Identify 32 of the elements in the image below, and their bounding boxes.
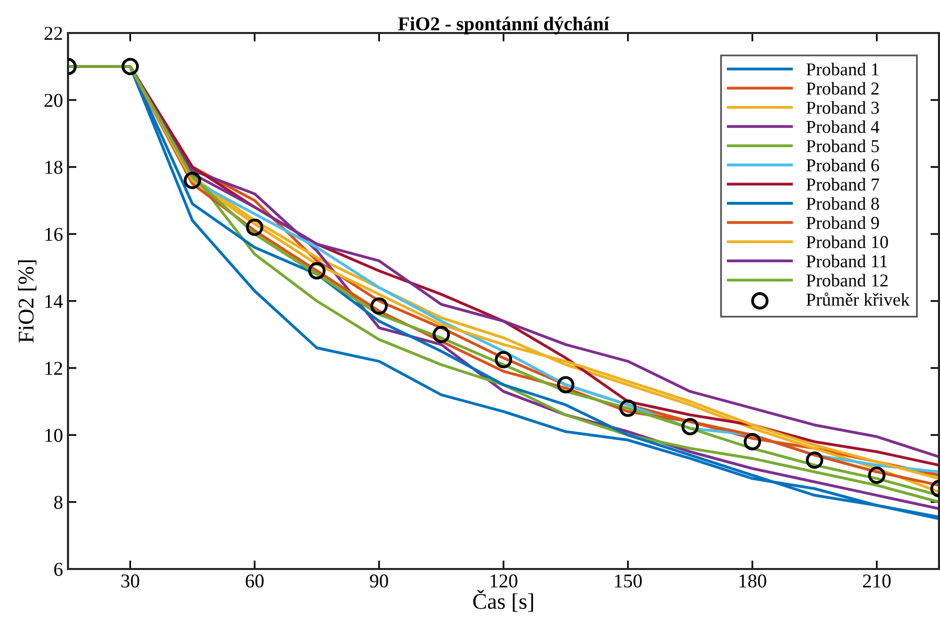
legend-label: Proband 1	[806, 62, 879, 76]
x-tick-label: 210	[863, 574, 891, 588]
y-axis-title: FiO2 [%]	[18, 260, 36, 343]
x-axis-title: Čas [s]	[473, 590, 534, 612]
legend-label: Proband 6	[806, 158, 880, 172]
x-tick-label: 30	[121, 574, 140, 588]
legend-label: Proband 3	[806, 101, 879, 114]
y-tick-label: 14	[45, 294, 63, 308]
legend-label: Proband 12	[806, 274, 888, 287]
legend-label: Proband 8	[806, 197, 879, 210]
legend-label: Proband 4	[806, 120, 880, 134]
y-tick-label: 8	[54, 496, 62, 509]
legend-label: Proband 2	[806, 82, 879, 95]
x-tick-label: 180	[739, 574, 766, 588]
legend-label: Proband 5	[806, 140, 879, 152]
y-tick-label: 12	[45, 362, 62, 375]
x-tick-label: 60	[246, 574, 264, 588]
chart-title: FiO2 - spontánní dýchání	[398, 16, 610, 34]
y-tick-label: 16	[45, 228, 63, 241]
legend-label: Průměr křivek	[806, 292, 910, 306]
y-tick-label: 20	[44, 94, 62, 107]
x-tick-label: 150	[615, 574, 642, 588]
x-tick-label: 90	[370, 574, 388, 588]
legend-label: Proband 11	[806, 254, 887, 268]
y-tick-label: 22	[44, 26, 62, 40]
y-tick-label: 10	[45, 428, 62, 442]
legend-label: Proband 7	[806, 178, 880, 191]
y-tick-label: 6	[54, 562, 63, 576]
legend-label: Proband 10	[806, 235, 888, 248]
x-tick-label: 120	[490, 574, 518, 588]
legend-label: Proband 9	[806, 216, 879, 230]
y-tick-label: 18	[45, 160, 62, 174]
